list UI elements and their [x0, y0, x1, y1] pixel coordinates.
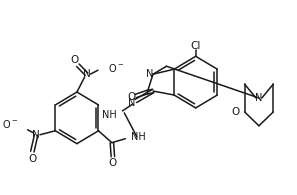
Text: O: O [71, 55, 79, 65]
Text: O: O [127, 92, 135, 102]
Text: NH: NH [102, 110, 117, 120]
Text: NH: NH [131, 132, 146, 142]
Text: O$^-$: O$^-$ [2, 118, 18, 130]
Text: N: N [146, 69, 153, 79]
Text: N: N [255, 93, 263, 103]
Text: O: O [232, 107, 240, 117]
Text: O: O [28, 153, 37, 164]
Text: N: N [32, 130, 40, 140]
Text: O$^-$: O$^-$ [108, 62, 124, 74]
Text: N: N [128, 98, 136, 108]
Text: O: O [109, 158, 117, 168]
Text: Cl: Cl [190, 41, 201, 51]
Text: N: N [83, 69, 90, 79]
